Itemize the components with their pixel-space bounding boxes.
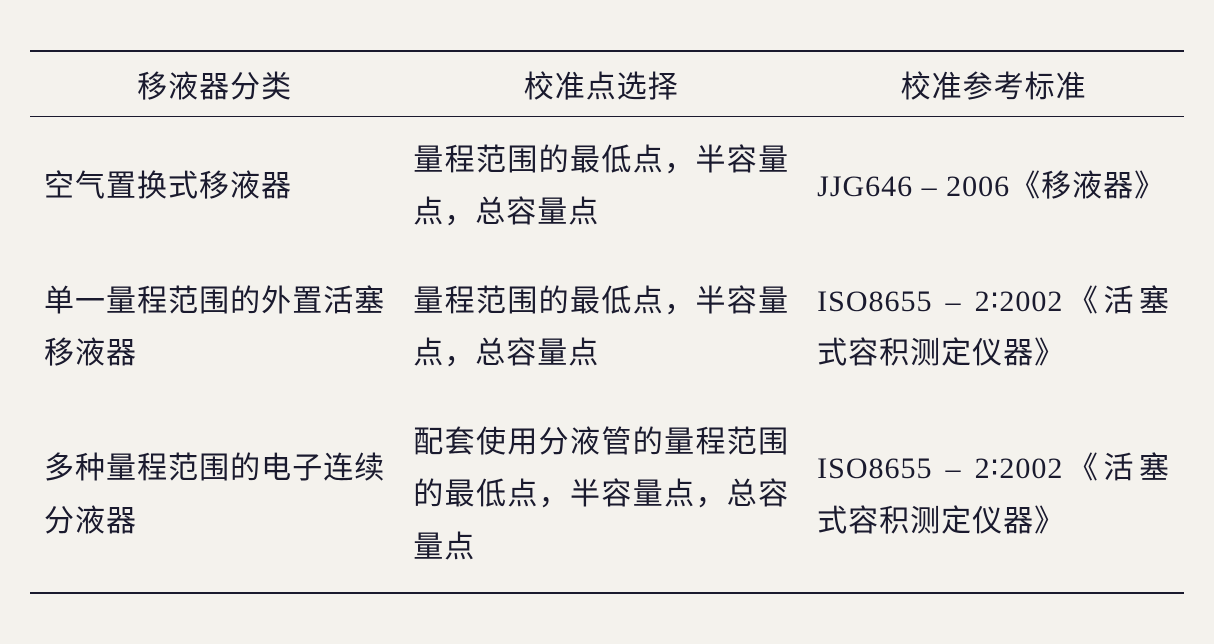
- table-header-row: 移液器分类 校准点选择 校准参考标准: [30, 51, 1184, 117]
- cell-category: 单一量程范围的外置活塞移液器: [30, 258, 399, 399]
- table-row: 空气置换式移液器 量程范围的最低点，半容量点，总容量点 JJG646 – 200…: [30, 116, 1184, 258]
- header-standard: 校准参考标准: [803, 51, 1184, 117]
- header-point: 校准点选择: [399, 51, 803, 117]
- cell-standard: JJG646 – 2006《移液器》: [803, 116, 1184, 258]
- cell-standard: ISO8655 – 2∶2002《活塞式容积测定仪器》: [803, 258, 1184, 399]
- table-row: 单一量程范围的外置活塞移液器 量程范围的最低点，半容量点，总容量点 ISO865…: [30, 258, 1184, 399]
- cell-point: 配套使用分液管的量程范围的最低点，半容量点，总容量点: [399, 399, 803, 594]
- cell-point: 量程范围的最低点，半容量点，总容量点: [399, 116, 803, 258]
- cell-point: 量程范围的最低点，半容量点，总容量点: [399, 258, 803, 399]
- cell-category: 空气置换式移液器: [30, 116, 399, 258]
- table-container: 移液器分类 校准点选择 校准参考标准 空气置换式移液器 量程范围的最低点，半容量…: [0, 40, 1214, 605]
- table-row: 多种量程范围的电子连续分液器 配套使用分液管的量程范围的最低点，半容量点，总容量…: [30, 399, 1184, 594]
- pipette-calibration-table: 移液器分类 校准点选择 校准参考标准 空气置换式移液器 量程范围的最低点，半容量…: [30, 50, 1184, 595]
- cell-category: 多种量程范围的电子连续分液器: [30, 399, 399, 594]
- header-category: 移液器分类: [30, 51, 399, 117]
- cell-standard: ISO8655 – 2∶2002《活塞式容积测定仪器》: [803, 399, 1184, 594]
